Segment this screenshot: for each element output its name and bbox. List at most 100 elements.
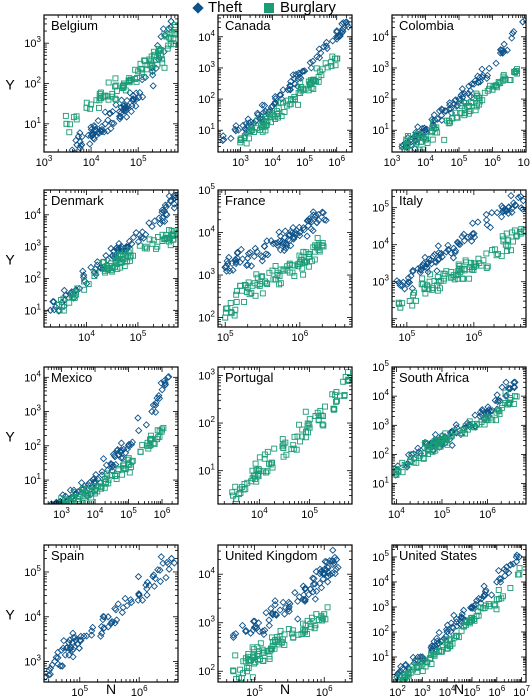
- legend-burglary: Burglary: [264, 0, 336, 16]
- burglary-point: [248, 289, 255, 296]
- burglary-point: [90, 483, 97, 490]
- burglary-point: [494, 84, 500, 91]
- burglary-point: [149, 240, 156, 247]
- panel-title: Mexico: [51, 370, 92, 385]
- burglary-point: [274, 108, 280, 115]
- burglary-point: [141, 245, 148, 252]
- theft-point: [75, 644, 83, 652]
- theft-point: [458, 85, 467, 93]
- tick-label: 106: [479, 506, 496, 521]
- theft-point: [458, 90, 466, 98]
- tick-label: 101: [24, 472, 41, 487]
- theft-point: [247, 262, 256, 270]
- burglary-point: [289, 627, 296, 634]
- burglary-point: [139, 66, 146, 73]
- theft-point: [509, 560, 517, 568]
- burglary-point: [312, 412, 319, 419]
- burglary-point: [170, 35, 177, 42]
- theft-point: [80, 271, 88, 279]
- burglary-point: [486, 603, 493, 610]
- theft-point: [118, 608, 126, 617]
- burglary-point: [273, 634, 280, 641]
- burglary-point: [504, 243, 511, 250]
- theft-point: [162, 573, 170, 582]
- theft-point: [322, 42, 331, 50]
- burglary-point: [429, 125, 436, 131]
- burglary-point: [509, 229, 516, 236]
- theft-point: [273, 239, 282, 247]
- theft-point: [279, 86, 287, 94]
- theft-point: [123, 96, 131, 105]
- theft-point: [44, 671, 53, 679]
- legend-theft-label: Theft: [208, 0, 243, 16]
- tick-label: 103: [198, 60, 215, 75]
- tick-label: 106: [488, 684, 505, 699]
- theft-point: [423, 125, 431, 133]
- points: [62, 17, 178, 152]
- burglary-point: [506, 400, 513, 407]
- burglary-point: [511, 68, 518, 75]
- theft-point: [167, 17, 175, 25]
- burglary-point: [282, 439, 289, 446]
- theft-point: [287, 227, 295, 236]
- burglary-point: [67, 121, 73, 128]
- burglary-point: [246, 291, 253, 298]
- burglary-point: [164, 45, 171, 52]
- theft-point: [503, 207, 511, 215]
- tick-label: 103: [24, 35, 41, 50]
- theft-point: [334, 32, 342, 41]
- burglary-point: [83, 99, 90, 106]
- theft-point: [52, 653, 60, 662]
- tick-label: 105: [399, 329, 416, 344]
- panel-title: Italy: [399, 193, 423, 208]
- theft-point: [324, 578, 332, 586]
- tick-label: 101: [24, 302, 41, 317]
- theft-point: [252, 622, 260, 631]
- burglary-point: [344, 378, 351, 385]
- burglary-point: [104, 93, 111, 100]
- theft-point: [101, 120, 109, 128]
- burglary-point: [453, 632, 460, 639]
- theft-point: [261, 626, 269, 634]
- theft-point: [249, 617, 258, 626]
- burglary-point: [441, 136, 448, 143]
- burglary-point: [489, 247, 496, 254]
- theft-point: [452, 615, 461, 623]
- theft-point: [229, 633, 238, 642]
- theft-point: [50, 306, 58, 314]
- burglary-point: [516, 565, 523, 572]
- theft-point: [262, 250, 270, 258]
- burglary-point: [300, 271, 307, 278]
- theft-point: [79, 273, 88, 281]
- theft-point: [279, 598, 287, 606]
- theft-point: [116, 115, 124, 123]
- burglary-point: [256, 454, 263, 461]
- theft-point: [109, 450, 118, 458]
- burglary-point: [253, 271, 260, 278]
- theft-point: [517, 204, 525, 212]
- burglary-point: [286, 269, 293, 276]
- tick-label: 106: [316, 684, 333, 699]
- theft-point: [65, 651, 73, 659]
- burglary-point: [483, 264, 490, 271]
- theft-point: [97, 632, 105, 640]
- theft-point: [402, 660, 410, 669]
- theft-point: [226, 267, 234, 275]
- tick-label: 102: [198, 415, 215, 430]
- burglary-point: [324, 64, 331, 71]
- burglary-point: [164, 235, 171, 242]
- tick-label: 104: [198, 29, 215, 44]
- theft-point: [271, 597, 279, 605]
- burglary-point: [62, 112, 69, 119]
- theft-point: [495, 574, 504, 583]
- burglary-point: [159, 56, 165, 63]
- burglary-point: [72, 488, 79, 495]
- panel-belgium: 103 104 105 101 102 103 Belgium: [24, 14, 179, 169]
- burglary-point: [240, 670, 246, 677]
- theft-point: [512, 553, 521, 561]
- theft-point: [108, 107, 117, 116]
- theft-point: [417, 266, 425, 274]
- burglary-point: [475, 612, 482, 619]
- burglary-point: [249, 644, 256, 651]
